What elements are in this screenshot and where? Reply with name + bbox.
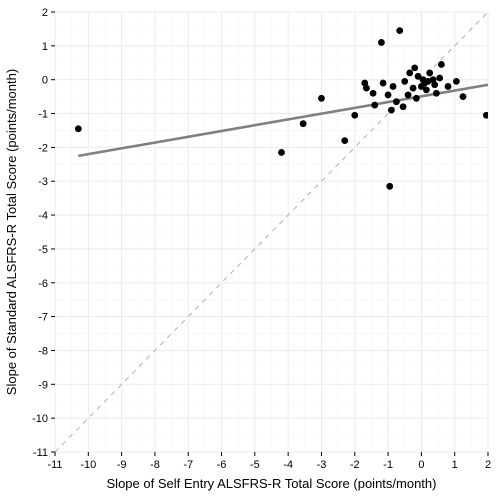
data-point — [370, 90, 377, 97]
y-tick-label: -8 — [38, 345, 48, 357]
data-point — [411, 64, 418, 71]
data-point — [453, 78, 460, 85]
scatter-chart: -11-10-9-8-7-6-5-4-3-2-1012-11-10-9-8-7-… — [0, 0, 500, 500]
x-tick-label: 1 — [452, 459, 458, 471]
data-point — [401, 78, 408, 85]
y-tick-label: -6 — [38, 278, 48, 290]
data-point — [413, 95, 420, 102]
x-tick-label: -5 — [250, 459, 260, 471]
data-point — [431, 81, 438, 88]
data-point — [406, 70, 413, 77]
y-tick-label: 2 — [42, 7, 48, 19]
data-point — [390, 83, 397, 90]
x-tick-label: -7 — [183, 459, 193, 471]
data-point — [388, 107, 395, 114]
y-axis-title: Slope of Standard ALSFRS-R Total Score (… — [4, 69, 19, 395]
x-tick-label: -6 — [217, 459, 227, 471]
x-tick-label: -9 — [117, 459, 127, 471]
x-tick-label: -4 — [283, 459, 293, 471]
data-point — [405, 92, 412, 99]
y-tick-label: 0 — [42, 75, 48, 87]
data-point — [433, 90, 440, 97]
data-point — [341, 137, 348, 144]
x-tick-label: -10 — [80, 459, 96, 471]
y-tick-label: -4 — [38, 210, 48, 222]
y-tick-label: -3 — [38, 176, 48, 188]
data-point — [75, 125, 82, 132]
data-point — [460, 93, 467, 100]
data-point — [371, 102, 378, 109]
x-tick-label: -3 — [317, 459, 327, 471]
data-point — [378, 39, 385, 46]
data-point — [436, 75, 443, 82]
data-point — [396, 27, 403, 34]
data-point — [300, 120, 307, 127]
y-tick-label: -11 — [33, 447, 48, 459]
data-point — [423, 86, 430, 93]
y-tick-label: -10 — [32, 413, 48, 425]
x-tick-label: -2 — [350, 459, 360, 471]
data-point — [363, 85, 370, 92]
data-point — [445, 83, 452, 90]
data-point — [400, 103, 407, 110]
chart-svg: -11-10-9-8-7-6-5-4-3-2-1012-11-10-9-8-7-… — [0, 0, 500, 500]
x-tick-label: -8 — [150, 459, 160, 471]
y-tick-label: -1 — [38, 109, 48, 121]
x-tick-label: -1 — [383, 459, 393, 471]
data-point — [351, 112, 358, 119]
data-point — [386, 183, 393, 190]
data-point — [318, 95, 325, 102]
data-point — [385, 92, 392, 99]
x-tick-label: 2 — [485, 459, 491, 471]
data-point — [278, 149, 285, 156]
data-point — [438, 61, 445, 68]
x-tick-label: -11 — [47, 459, 62, 471]
x-axis-title: Slope of Self Entry ALSFRS-R Total Score… — [107, 476, 437, 491]
data-point — [410, 85, 417, 92]
data-point — [393, 98, 400, 105]
y-tick-label: 1 — [42, 41, 48, 53]
y-tick-label: -2 — [38, 142, 48, 154]
data-point — [426, 70, 433, 77]
y-tick-label: -9 — [38, 379, 48, 391]
y-tick-label: -5 — [38, 244, 48, 256]
data-point — [380, 80, 387, 87]
x-tick-label: 0 — [418, 459, 424, 471]
y-tick-label: -7 — [38, 312, 48, 324]
